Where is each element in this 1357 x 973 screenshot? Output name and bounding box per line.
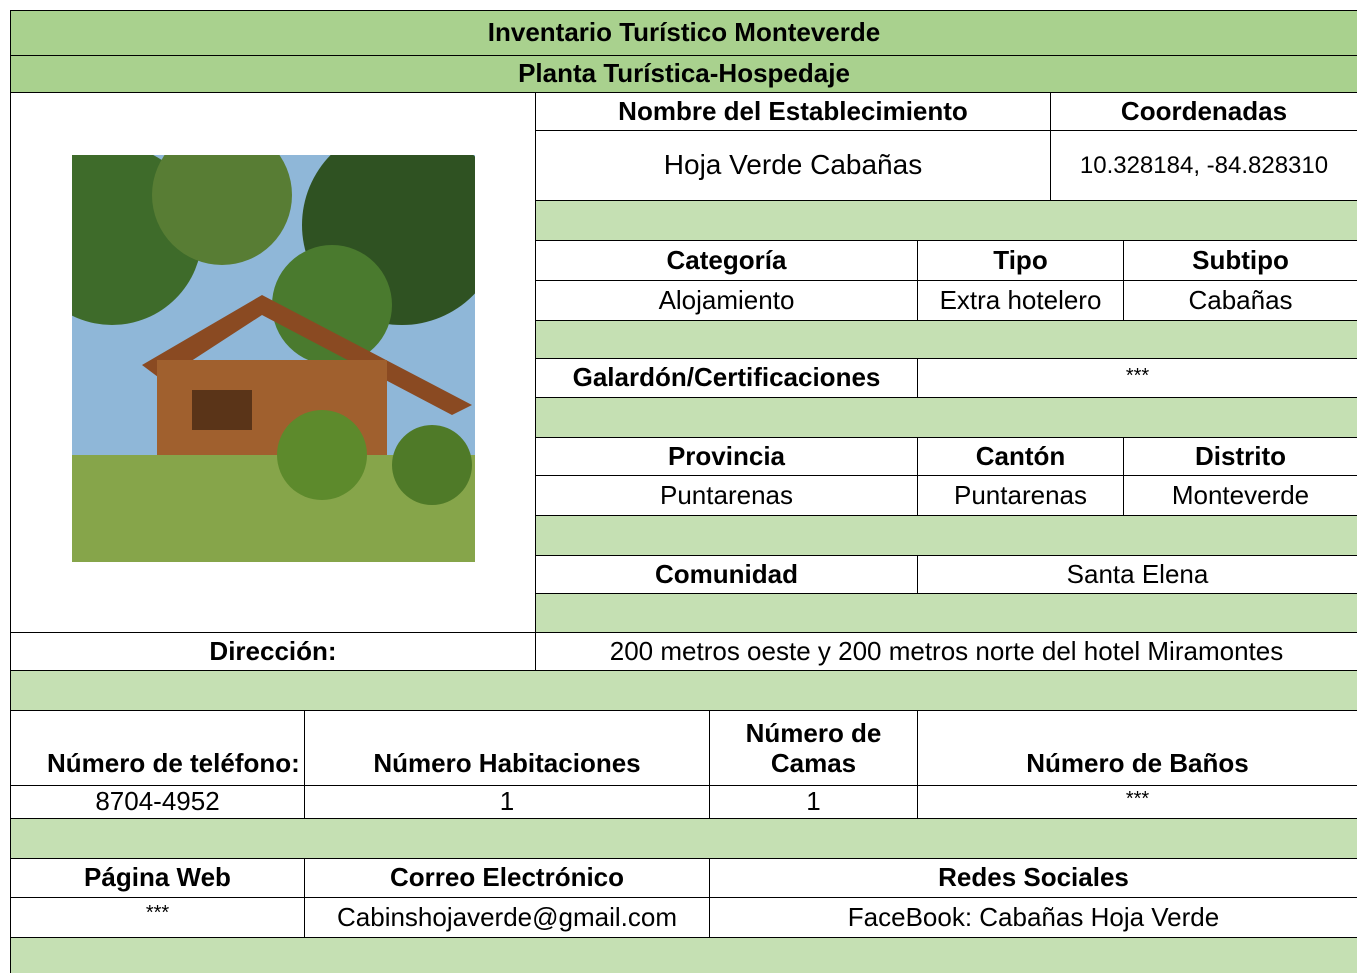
phone-label: Número de teléfono: — [10, 710, 305, 786]
social-label: Redes Sociales — [709, 858, 1357, 898]
subtype-label: Subtipo — [1123, 240, 1357, 281]
spacer — [535, 200, 1357, 241]
web: *** — [10, 897, 305, 938]
subtype: Cabañas — [1123, 280, 1357, 321]
province-label: Provincia — [535, 437, 918, 476]
beds-label: Número de Camas — [709, 710, 918, 786]
spacer — [535, 593, 1357, 633]
district: Monteverde — [1123, 475, 1357, 516]
spacer — [10, 937, 1357, 973]
community: Santa Elena — [917, 555, 1357, 594]
type: Extra hotelero — [917, 280, 1124, 321]
district-label: Distrito — [1123, 437, 1357, 476]
name: Hoja Verde Cabañas — [535, 130, 1051, 201]
photo-cell — [10, 92, 536, 633]
rooms: 1 — [304, 785, 710, 819]
baths-label: Número de Baños — [917, 710, 1357, 786]
spacer — [535, 320, 1357, 359]
award-label: Galardón/Certificaciones — [535, 358, 918, 398]
email-label: Correo Electrónico — [304, 858, 710, 898]
web-label: Página Web — [10, 858, 305, 898]
address: 200 metros oeste y 200 metros norte del … — [535, 632, 1357, 671]
name-label: Nombre del Establecimiento — [535, 92, 1051, 131]
phone: 8704-4952 — [10, 785, 305, 819]
address-label: Dirección: — [10, 632, 536, 671]
spacer — [10, 670, 1357, 711]
community-label: Comunidad — [535, 555, 918, 594]
beds: 1 — [709, 785, 918, 819]
award: *** — [917, 358, 1357, 398]
category-label: Categoría — [535, 240, 918, 281]
social: FaceBook: Cabañas Hoja Verde — [709, 897, 1357, 938]
spacer — [10, 818, 1357, 859]
province: Puntarenas — [535, 475, 918, 516]
baths: *** — [917, 785, 1357, 819]
canton-label: Cantón — [917, 437, 1124, 476]
category: Alojamiento — [535, 280, 918, 321]
title: Inventario Turístico Monteverde — [10, 10, 1357, 56]
spacer — [535, 515, 1357, 556]
rooms-label: Número Habitaciones — [304, 710, 710, 786]
spacer — [535, 397, 1357, 438]
type-label: Tipo — [917, 240, 1124, 281]
subtitle: Planta Turística-Hospedaje — [10, 55, 1357, 93]
coordinates-label: Coordenadas — [1050, 92, 1357, 131]
email: Cabinshojaverde@gmail.com — [304, 897, 710, 938]
photo — [72, 155, 475, 562]
canton: Puntarenas — [917, 475, 1124, 516]
coordinates: 10.328184, -84.828310 — [1050, 130, 1357, 201]
